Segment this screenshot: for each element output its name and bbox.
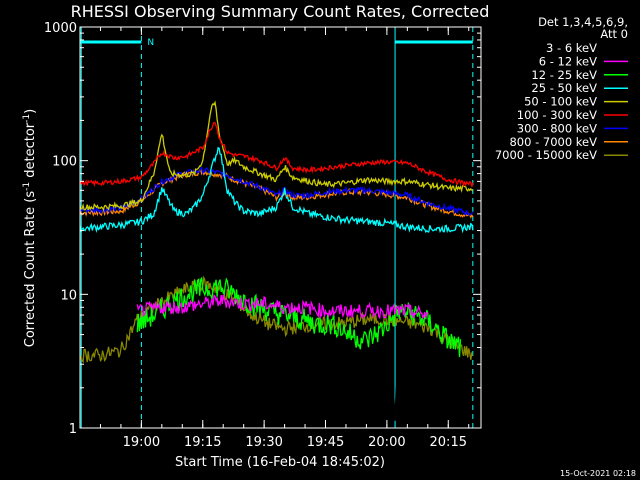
series-line-4 bbox=[80, 100, 474, 211]
legend-label-1: 6 - 12 keV bbox=[539, 54, 597, 68]
timestamp: 15-Oct-2021 02:18 bbox=[560, 469, 636, 478]
x-tick-label: 20:00 bbox=[368, 435, 405, 450]
y-axis-label-main: Corrected Count Rate (s bbox=[23, 191, 38, 348]
x-axis-label: Start Time (16-Feb-04 18:45:02) bbox=[175, 455, 385, 470]
y-axis-label-end: ) bbox=[23, 109, 38, 114]
legend-header-line2: Att 0 bbox=[600, 27, 628, 41]
y-tick-label: 1000 bbox=[44, 21, 77, 36]
x-tick-label: 19:45 bbox=[307, 435, 344, 450]
series-line-1 bbox=[136, 294, 429, 320]
legend-header-line1: Det 1,3,4,5,6,9, bbox=[538, 15, 628, 29]
series-line-8 bbox=[80, 275, 474, 364]
plot-area bbox=[80, 100, 474, 424]
y-axis-label: Corrected Count Rate (s-1 detector-1) bbox=[22, 109, 38, 347]
night-marker-label: N bbox=[147, 38, 154, 48]
plot-frame bbox=[79, 26, 482, 429]
legend-label-0: 3 - 6 keV bbox=[546, 41, 597, 55]
y-axis-label-sup2: -1 bbox=[22, 114, 32, 123]
legend-label-6: 300 - 800 keV bbox=[517, 121, 597, 135]
legend-label-5: 100 - 300 keV bbox=[517, 108, 597, 122]
legend-label-7: 800 - 7000 keV bbox=[509, 135, 597, 149]
series-line-2 bbox=[136, 276, 462, 358]
legend-label-4: 50 - 100 keV bbox=[524, 95, 597, 109]
series-line-0 bbox=[153, 310, 408, 424]
y-tick-label: 100 bbox=[52, 155, 77, 170]
x-tick-label: 19:00 bbox=[123, 435, 160, 450]
series-line-7 bbox=[80, 168, 474, 219]
x-tick-label: 19:15 bbox=[184, 435, 221, 450]
chart-title: RHESSI Observing Summary Count Rates, Co… bbox=[71, 2, 490, 21]
series-line-5 bbox=[80, 121, 474, 188]
legend-label-8: 7000 - 15000 keV bbox=[495, 148, 597, 162]
y-axis-label-mid: detector bbox=[23, 122, 38, 182]
x-tick-label: 19:30 bbox=[245, 435, 282, 450]
series-line-3 bbox=[80, 146, 474, 234]
legend-label-3: 25 - 50 keV bbox=[531, 81, 597, 95]
y-axis-label-sup1: -1 bbox=[22, 182, 32, 191]
y-tick-label: 1 bbox=[69, 422, 77, 437]
y-tick-label: 10 bbox=[60, 288, 77, 303]
legend-label-2: 12 - 25 keV bbox=[531, 68, 597, 82]
x-tick-label: 20:15 bbox=[430, 435, 467, 450]
